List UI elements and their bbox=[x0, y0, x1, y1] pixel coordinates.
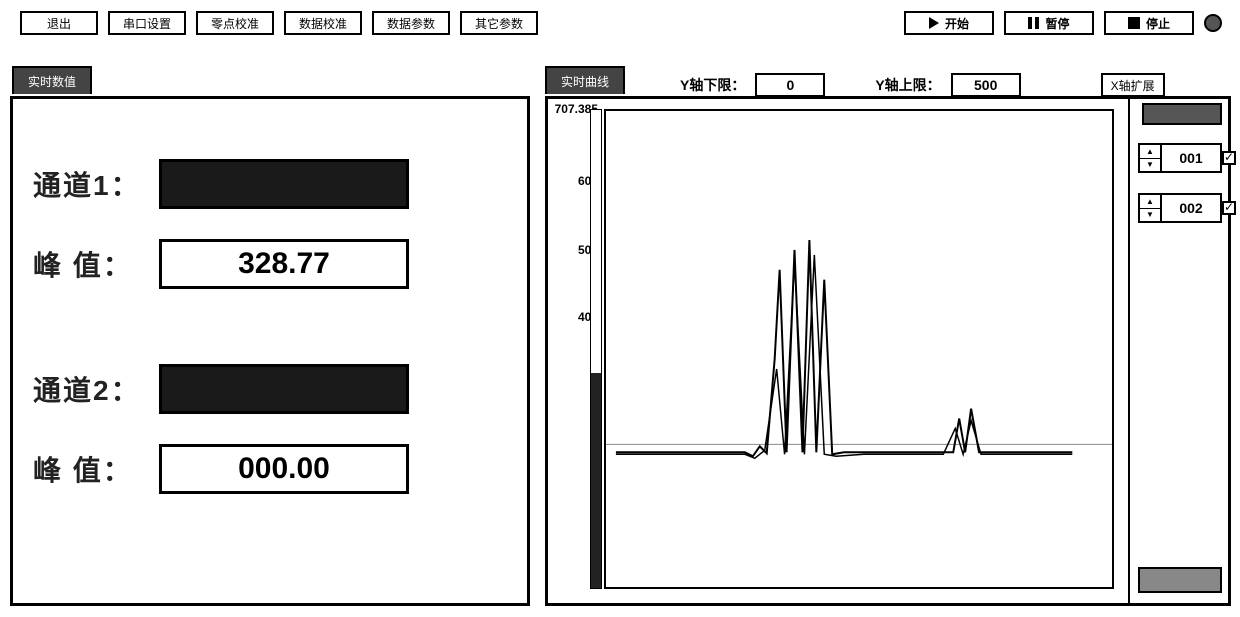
status-indicator-icon bbox=[1204, 14, 1222, 32]
zero-cal-button[interactable]: 零点校准 bbox=[196, 11, 274, 35]
legend-item-1[interactable]: ▲▼ 001 bbox=[1138, 143, 1222, 173]
data-cal-button[interactable]: 数据校准 bbox=[284, 11, 362, 35]
pause-icon bbox=[1028, 17, 1039, 29]
channel1-name-display bbox=[159, 159, 409, 209]
values-panel: 通道1： 峰 值： 328.77 通道2： 峰 值： 000.00 bbox=[10, 96, 530, 606]
series-2-line bbox=[616, 255, 1072, 458]
start-label: 开始 bbox=[945, 15, 969, 32]
legend-1-number: 001 bbox=[1162, 150, 1220, 166]
serial-button[interactable]: 串口设置 bbox=[108, 11, 186, 35]
data-param-button[interactable]: 数据参数 bbox=[372, 11, 450, 35]
legend-item-2[interactable]: ▲▼ 002 bbox=[1138, 193, 1222, 223]
waveform-svg bbox=[606, 111, 1112, 587]
toolbar-right-group: 开始 暂停 停止 bbox=[904, 11, 1222, 35]
legend-2-number: 002 bbox=[1162, 200, 1220, 216]
y-high-input[interactable]: 500 bbox=[951, 73, 1021, 97]
pause-label: 暂停 bbox=[1045, 15, 1069, 32]
legend-2-checkbox[interactable] bbox=[1222, 201, 1236, 215]
channel2-value-label: 峰 值： bbox=[33, 449, 143, 489]
y-high-label: Y轴上限： bbox=[875, 75, 940, 95]
channel2-value-display: 000.00 bbox=[159, 444, 409, 494]
channel1-value-row: 峰 值： 328.77 bbox=[33, 239, 409, 289]
start-button[interactable]: 开始 bbox=[904, 11, 994, 35]
legend-title bbox=[1142, 103, 1222, 125]
chart-panel: 707.385 600 500 400 ▲▼ 001 ▲▼ 002 bbox=[545, 96, 1231, 606]
yaxis-controls: Y轴下限： 0 Y轴上限： 500 X轴扩展 bbox=[680, 73, 1165, 97]
play-icon bbox=[929, 17, 939, 29]
series-1-line bbox=[616, 240, 1072, 456]
tab-realtime-curve[interactable]: 实时曲线 bbox=[545, 66, 625, 94]
channel2-value-row: 峰 值： 000.00 bbox=[33, 444, 409, 494]
channel1-value-display: 328.77 bbox=[159, 239, 409, 289]
y-low-label: Y轴下限： bbox=[680, 75, 745, 95]
channel1-name-row: 通道1： bbox=[33, 159, 409, 209]
legend-2-spinner[interactable]: ▲▼ bbox=[1140, 195, 1162, 221]
tab-realtime-values[interactable]: 实时数值 bbox=[12, 66, 92, 94]
legend-panel: ▲▼ 001 ▲▼ 002 bbox=[1128, 99, 1228, 603]
exit-button[interactable]: 退出 bbox=[20, 11, 98, 35]
y-low-input[interactable]: 0 bbox=[755, 73, 825, 97]
channel2-name-display bbox=[159, 364, 409, 414]
stop-icon bbox=[1128, 17, 1140, 29]
stop-label: 停止 bbox=[1146, 15, 1170, 32]
x-expand-button[interactable]: X轴扩展 bbox=[1101, 73, 1165, 97]
chart-frame[interactable] bbox=[604, 109, 1114, 589]
top-toolbar: 退出 串口设置 零点校准 数据校准 数据参数 其它参数 开始 暂停 停止 bbox=[0, 8, 1240, 38]
toolbar-left-group: 退出 串口设置 零点校准 数据校准 数据参数 其它参数 bbox=[20, 11, 538, 35]
save-curve-button[interactable] bbox=[1138, 567, 1222, 593]
legend-1-checkbox[interactable] bbox=[1222, 151, 1236, 165]
other-param-button[interactable]: 其它参数 bbox=[460, 11, 538, 35]
channel2-name-label: 通道2： bbox=[33, 369, 143, 409]
channel1-value-label: 峰 值： bbox=[33, 244, 143, 284]
legend-1-spinner[interactable]: ▲▼ bbox=[1140, 145, 1162, 171]
y-axis-bar-icon bbox=[590, 109, 602, 589]
pause-button[interactable]: 暂停 bbox=[1004, 11, 1094, 35]
channel2-name-row: 通道2： bbox=[33, 364, 409, 414]
stop-button[interactable]: 停止 bbox=[1104, 11, 1194, 35]
channel1-name-label: 通道1： bbox=[33, 164, 143, 204]
chart-area: 707.385 600 500 400 bbox=[548, 99, 1128, 603]
